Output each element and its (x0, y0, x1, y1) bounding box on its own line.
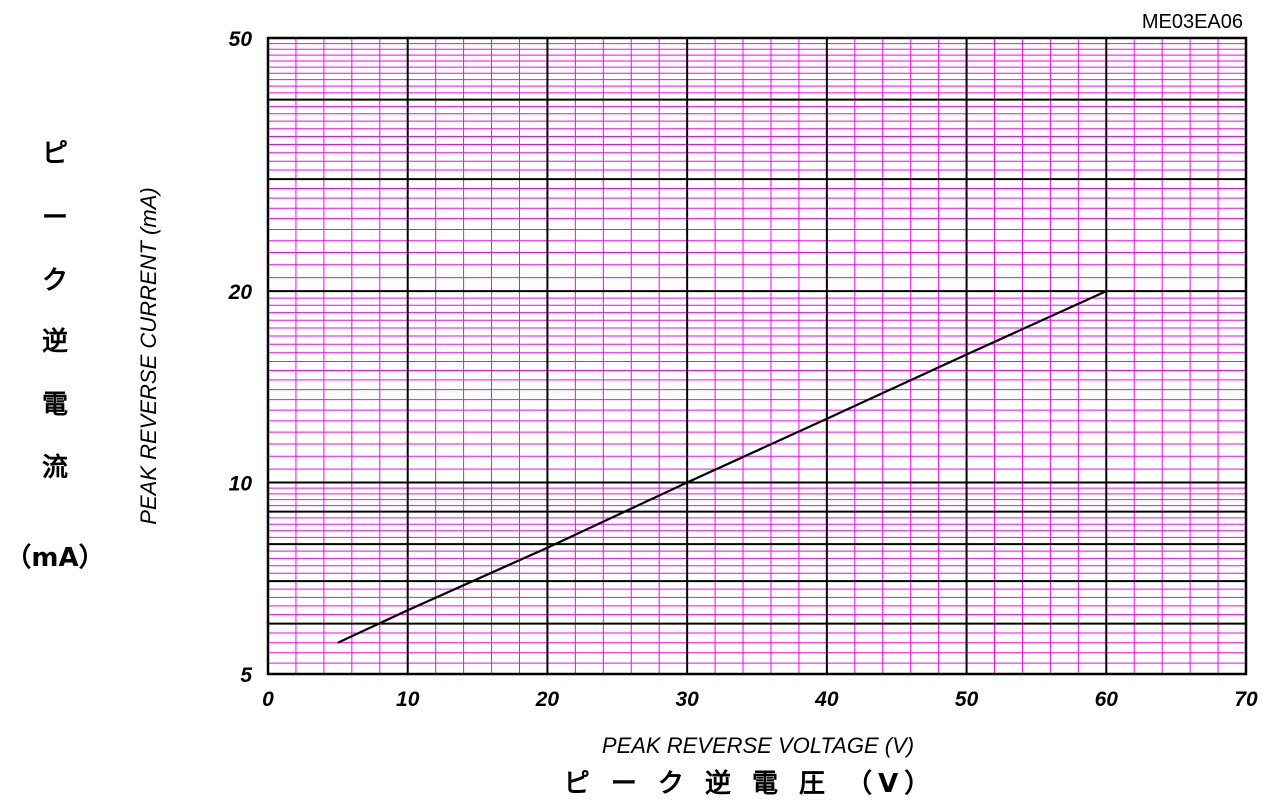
y-axis-label-jp-char: ピ (42, 139, 68, 169)
x-tick-label: 10 (396, 688, 420, 711)
plot-frame (266, 36, 1248, 676)
y-axis-label-jp-char: 逆 (42, 326, 68, 357)
y-tick-label: 20 (228, 281, 253, 304)
x-tick-label: 20 (535, 688, 560, 711)
x-tick-labels: 0 10 20 30 40 50 60 70 (262, 688, 1258, 711)
minor-grid (268, 38, 1246, 674)
chart-code: ME03EA06 (1142, 11, 1243, 33)
y-axis-label-jp-char: ー (42, 203, 68, 233)
y-axis-label: PEAK REVERSE CURRENT (mA) (136, 187, 161, 524)
y-tick-labels: 5 10 20 50 (228, 28, 253, 687)
series-layer (337, 290, 1107, 644)
major-grid (266, 36, 1248, 676)
x-tick-label: 60 (1095, 688, 1119, 711)
y-axis-label-jp-char: 流 (42, 453, 68, 483)
x-tick-label: 0 (262, 688, 274, 711)
x-axis-label: PEAK REVERSE VOLTAGE (V) (602, 733, 914, 758)
x-tick-label: 30 (675, 688, 699, 711)
x-tick-label: 70 (1234, 688, 1258, 711)
y-axis-label-jp-char: ク (42, 266, 68, 296)
x-tick-label: 50 (955, 688, 979, 711)
series-line (337, 290, 1107, 644)
y-tick-label: 50 (229, 28, 253, 51)
y-tick-label: 10 (229, 473, 253, 496)
x-axis-label-jp: ピ ー ク 逆 電 圧 （V） (564, 768, 936, 799)
y-axis-label-jp-char: 電 (42, 390, 68, 420)
x-tick-label: 40 (814, 688, 839, 711)
y-tick-label: 5 (240, 664, 252, 687)
y-axis-label-jp-char: （mA） (5, 543, 104, 573)
